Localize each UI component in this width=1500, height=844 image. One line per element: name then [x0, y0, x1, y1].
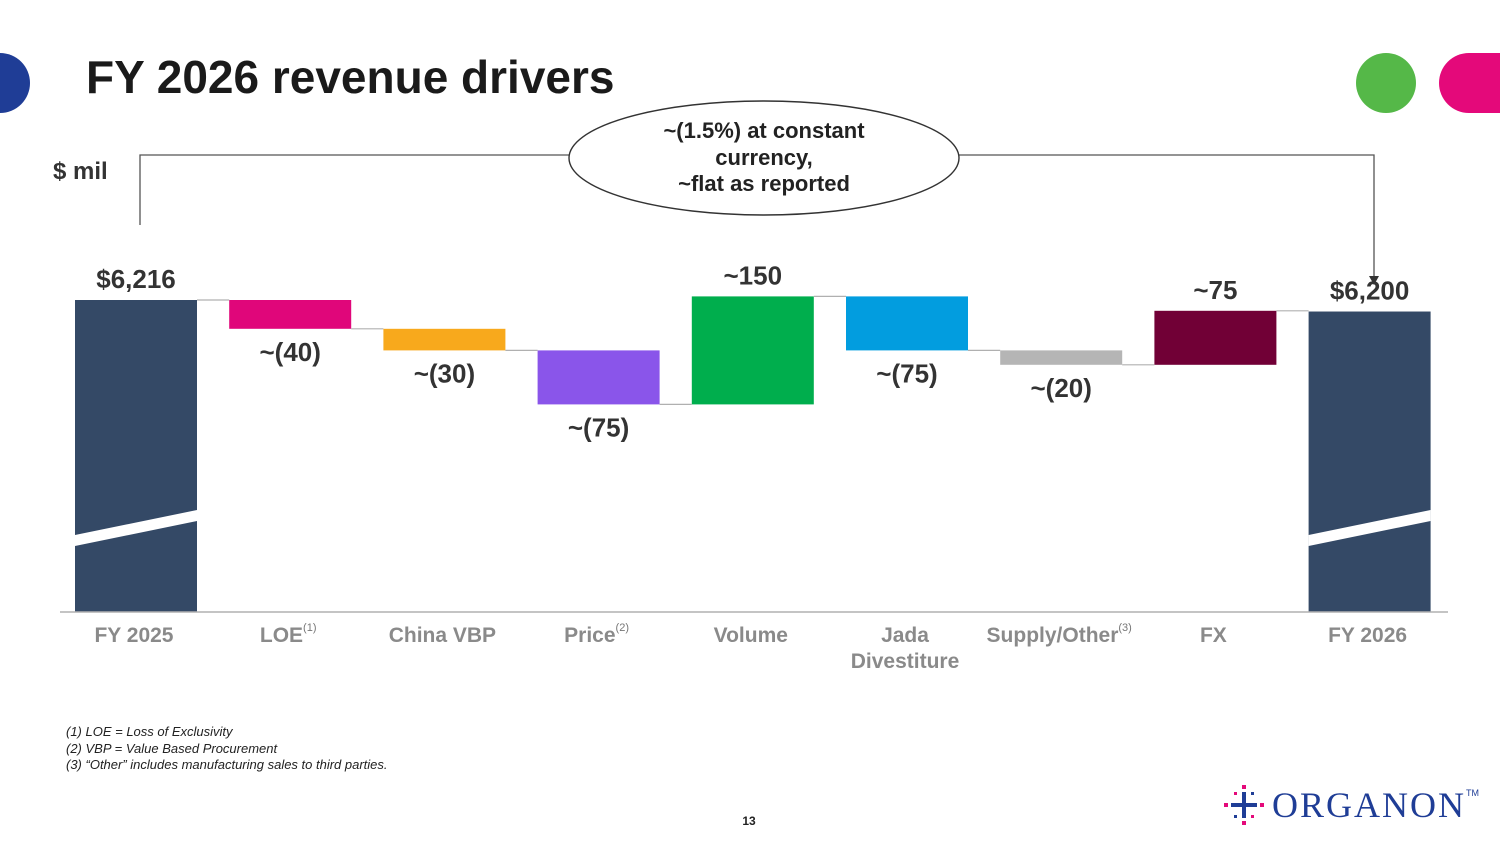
- value-label-fy-2025: $6,216: [96, 264, 176, 294]
- category-label-fy-2025: FY 2025: [94, 624, 173, 647]
- decor-circle-green: [1356, 53, 1416, 113]
- value-label-loe: ~(40): [259, 337, 320, 367]
- page-number: 13: [742, 814, 756, 828]
- value-label-group: $6,216 ~(40) ~(30) ~(75) ~150 ~(75) ~(20) ~75 $6…: [96, 260, 1409, 442]
- bar-jada-divestiture: [846, 296, 968, 351]
- axis-break-fy-2025: [75, 510, 197, 546]
- value-label-china-vbp: ~(30): [414, 358, 475, 388]
- axis-break-fy-2026: [1308, 510, 1431, 546]
- callout-line-1: ~(1.5%) at constant: [663, 118, 865, 143]
- waterfall-chart: ~(1.5%) at constant currency, ~flat as r…: [60, 100, 1448, 673]
- category-label-china-vbp: China VBP: [389, 624, 496, 647]
- bar-fx: [1154, 310, 1277, 365]
- footnote-3: (3) “Other” includes manufacturing sales…: [66, 757, 388, 772]
- category-label-fy-2026: FY 2026: [1328, 624, 1407, 647]
- bar-supply-other: [1000, 350, 1123, 365]
- value-label-fx: ~75: [1193, 275, 1237, 305]
- bar-fy-2026: [1308, 311, 1431, 612]
- axis-break-group: [75, 510, 1431, 546]
- value-label-jada-divestiture: ~(75): [876, 358, 937, 388]
- callout-line-2: currency,: [715, 145, 812, 170]
- bar-volume: [691, 296, 814, 405]
- category-label-fx: FX: [1200, 624, 1227, 647]
- footnote-2: (2) VBP = Value Based Procurement: [66, 740, 278, 756]
- category-label-loe: LOE(1): [260, 622, 317, 647]
- callout-arrow-head: [1369, 276, 1379, 285]
- value-label-supply-other: ~(20): [1030, 373, 1091, 403]
- bar-price: [537, 350, 660, 405]
- callout-line-3: ~flat as reported: [678, 171, 850, 196]
- logo-text: ORGANON: [1272, 785, 1466, 825]
- logo-tm: TM: [1466, 788, 1479, 798]
- bar-china-vbp: [383, 328, 506, 351]
- category-label-supply-other: Supply/Other(3): [987, 622, 1132, 647]
- bar-group: [75, 296, 1431, 612]
- connector-group: [197, 295, 1309, 405]
- value-label-fy-2026: $6,200: [1330, 276, 1410, 306]
- bar-fy-2025: [75, 300, 197, 612]
- value-label-price: ~(75): [568, 412, 629, 442]
- bar-loe: [229, 300, 352, 329]
- category-label-price: Price(2): [564, 622, 629, 647]
- footnotes: (1) LOE = Loss of Exclusivity (2) VBP = …: [66, 724, 388, 774]
- category-label-group: FY 2025 LOE(1) China VBP Price(2) Volume Jada…: [94, 622, 1407, 673]
- callout-bracket-left: [139, 154, 572, 225]
- footnote-1: (1) LOE = Loss of Exclusivity: [66, 724, 233, 739]
- organon-logo-icon: [1224, 785, 1264, 825]
- organon-logo: ORGANON TM: [1222, 780, 1492, 830]
- callout-ellipse: [568, 100, 960, 216]
- category-label-volume: Volume: [714, 624, 788, 647]
- slide-title: FY 2026 revenue drivers: [86, 51, 615, 103]
- unit-label: $ mil: [53, 158, 108, 185]
- decor-pill-pink: [1439, 53, 1500, 113]
- category-label-jada-divestiture: Jada Divestiture: [851, 624, 960, 673]
- value-label-volume: ~150: [724, 260, 783, 290]
- callout-bracket-right: [958, 154, 1375, 278]
